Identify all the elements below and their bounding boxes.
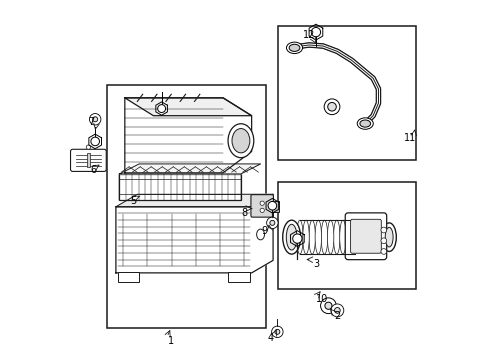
- Bar: [228, 272, 249, 282]
- Text: 4: 4: [267, 333, 273, 343]
- FancyBboxPatch shape: [70, 149, 106, 171]
- Bar: [107, 85, 265, 328]
- Polygon shape: [124, 98, 251, 116]
- Text: 12: 12: [303, 30, 315, 40]
- Circle shape: [157, 105, 165, 112]
- Circle shape: [334, 307, 340, 313]
- Text: 9: 9: [261, 226, 267, 236]
- Ellipse shape: [296, 220, 303, 254]
- Text: 6: 6: [90, 165, 97, 175]
- Ellipse shape: [308, 220, 315, 254]
- Circle shape: [330, 304, 343, 317]
- Bar: [278, 182, 415, 289]
- Ellipse shape: [256, 229, 264, 240]
- Text: 10: 10: [316, 294, 328, 303]
- Circle shape: [266, 217, 278, 229]
- Ellipse shape: [359, 120, 370, 127]
- Circle shape: [267, 202, 276, 210]
- Ellipse shape: [385, 227, 392, 247]
- Text: 3: 3: [312, 259, 318, 269]
- Ellipse shape: [356, 118, 372, 129]
- Ellipse shape: [351, 220, 358, 254]
- Bar: [87, 153, 90, 167]
- Circle shape: [327, 103, 336, 111]
- Polygon shape: [124, 98, 251, 173]
- Polygon shape: [119, 164, 260, 174]
- Circle shape: [324, 302, 331, 309]
- Bar: [119, 174, 241, 200]
- Circle shape: [380, 238, 386, 244]
- FancyBboxPatch shape: [350, 219, 381, 253]
- Circle shape: [269, 220, 274, 225]
- Bar: [118, 272, 139, 282]
- Circle shape: [380, 249, 386, 254]
- Circle shape: [311, 27, 320, 37]
- FancyBboxPatch shape: [345, 213, 386, 260]
- Circle shape: [380, 227, 386, 233]
- Text: 7: 7: [88, 117, 95, 127]
- Polygon shape: [116, 194, 272, 273]
- Circle shape: [292, 234, 302, 243]
- Bar: [278, 26, 415, 160]
- Ellipse shape: [345, 220, 351, 254]
- Text: 11: 11: [403, 133, 415, 143]
- Ellipse shape: [327, 220, 333, 254]
- Circle shape: [86, 145, 90, 149]
- Ellipse shape: [231, 129, 249, 153]
- FancyBboxPatch shape: [250, 195, 273, 217]
- Ellipse shape: [302, 220, 308, 254]
- Ellipse shape: [314, 220, 321, 254]
- Ellipse shape: [227, 124, 253, 158]
- Text: 2: 2: [334, 311, 340, 321]
- Polygon shape: [116, 194, 272, 207]
- Ellipse shape: [321, 220, 327, 254]
- Ellipse shape: [286, 42, 302, 54]
- Circle shape: [320, 298, 336, 314]
- Circle shape: [260, 208, 264, 212]
- Text: 8: 8: [241, 208, 247, 218]
- Ellipse shape: [333, 220, 339, 254]
- Circle shape: [324, 99, 339, 114]
- Circle shape: [89, 113, 101, 125]
- Ellipse shape: [282, 220, 300, 254]
- Circle shape: [91, 137, 99, 146]
- Circle shape: [274, 329, 279, 334]
- Text: 5: 5: [130, 197, 136, 206]
- Circle shape: [260, 201, 264, 205]
- Circle shape: [93, 117, 98, 122]
- Circle shape: [271, 326, 283, 338]
- Text: 1: 1: [168, 337, 174, 346]
- Ellipse shape: [339, 220, 346, 254]
- Ellipse shape: [381, 223, 395, 251]
- Bar: [271, 201, 279, 212]
- Ellipse shape: [288, 44, 299, 51]
- Ellipse shape: [285, 224, 296, 250]
